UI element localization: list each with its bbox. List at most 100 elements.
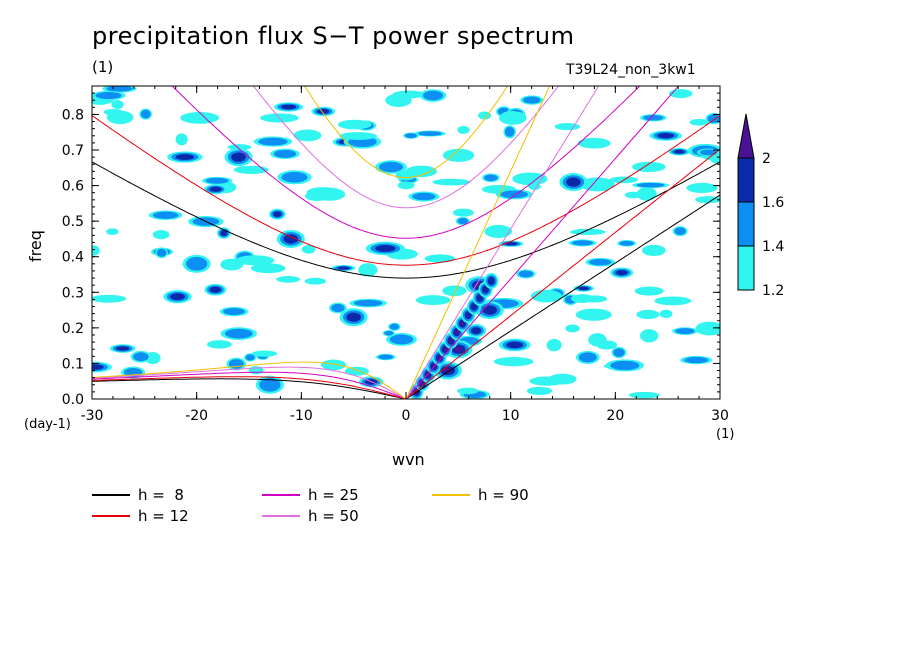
power-blob [205,177,229,184]
colorbar-segment [737,245,755,291]
legend-swatch [92,515,130,517]
power-blob [578,352,597,363]
dispersion-curves [92,86,720,399]
power-blob [571,240,594,246]
power-blob [500,190,529,199]
kelvin-curve-h25 [405,86,680,399]
power-blob [659,309,673,319]
power-blob [92,245,100,256]
power-blob [484,174,498,182]
y-tick-label: 0.4 [62,250,84,266]
legend-swatch [92,494,130,496]
power-blob [314,187,346,201]
power-blob [431,364,436,369]
kelvin-curve-h12 [405,148,720,399]
rossby-curve-h8 [92,378,407,399]
power-blob [384,330,394,336]
power-blob [442,148,475,162]
legend-label: h = 90 [478,486,529,504]
run-label: T39L24_non_3kw1 [566,62,696,78]
legend-swatch [262,515,300,517]
power-blob [668,89,693,99]
kelvin-curve-h50 [405,86,600,399]
legend-label: h = 50 [308,507,359,525]
ig-curve-h50 [252,86,560,209]
power-blob [115,346,130,351]
power-blob [565,324,580,333]
power-blob [654,296,692,306]
power-blob [418,131,443,136]
x-tick-label: 0 [402,408,411,424]
power-blob [442,285,467,297]
power-blob [588,333,607,347]
rossby-curve-h12 [92,376,407,399]
legend-label: h = 8 [138,486,184,504]
power-blob [412,192,436,201]
legend-label: h = 12 [138,507,189,525]
power-blob [707,114,720,123]
power-blob [156,248,167,257]
x-tick-label: -20 [185,408,208,424]
y-units-label: (day-1) [24,417,71,432]
power-blob [684,356,709,364]
power-blob [546,338,562,352]
power-blob [675,328,695,335]
power-blob [258,137,288,146]
y-axis: 0.0 0.1 0.2 0.3 0.4 0.5 0.6 0.7 0.8 [62,85,720,408]
power-blob [613,348,625,357]
power-blob [504,126,515,137]
power-blob [506,341,523,349]
power-blob [206,340,232,349]
power-blob [674,227,686,236]
power-blob [454,346,463,352]
power-blob [389,334,414,345]
power-blob [636,309,660,320]
power-blob [404,133,417,139]
power-blob [548,373,577,385]
power-blob [484,224,513,238]
power-blob [273,149,297,158]
power-blob [233,165,269,174]
power-blob [695,321,720,336]
power-blob [276,275,301,283]
power-blob [339,132,378,140]
power-blob [487,276,495,286]
power-blob [283,234,299,244]
power-blob [423,90,444,101]
chart-title: precipitation flux S−T power spectrum [92,22,575,50]
power-blob [424,254,456,263]
power-blob [140,109,151,119]
x-units-label: (1) [716,427,735,442]
power-blob [320,359,347,371]
power-blob [346,312,361,322]
power-blob [209,186,222,192]
power-blob [378,354,394,360]
power-blob [245,354,255,361]
y-tick-label: 0.0 [62,392,84,408]
power-blob [673,149,685,154]
power-blob [397,181,415,190]
power-blob [710,156,720,164]
power-blob [643,114,664,121]
power-blob [478,111,492,120]
power-blob [449,338,453,343]
ig-curve-h90 [303,86,509,178]
power-blob [337,266,350,270]
power-blob [554,123,581,131]
power-blob [389,323,400,330]
power-blob [530,289,562,303]
power-blob [470,327,482,335]
power-blob [426,372,430,378]
power-blob [220,230,228,237]
x-axis: -30 -20 -10 0 10 20 30 [81,86,729,424]
power-blob [566,177,581,187]
power-blob [152,211,179,219]
power-blob [632,161,666,173]
colorbar-segment [737,201,755,247]
power-blob [526,386,553,395]
power-blob [103,108,124,116]
power-blob [457,217,469,225]
ig-curve-h12 [92,115,720,266]
legend-swatch [262,494,300,496]
power-blob [111,100,124,110]
